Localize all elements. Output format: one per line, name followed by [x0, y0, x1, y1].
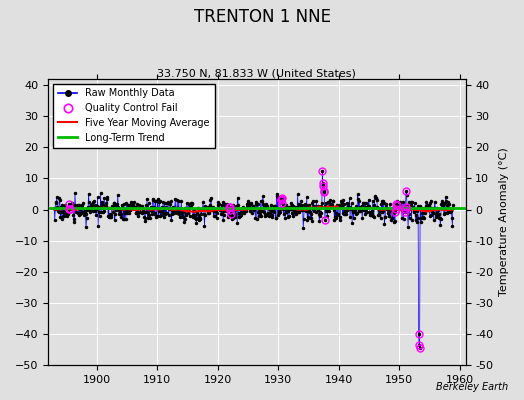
Text: Berkeley Earth: Berkeley Earth	[436, 382, 508, 392]
Title: 33.750 N, 81.833 W (United States): 33.750 N, 81.833 W (United States)	[158, 68, 356, 78]
Legend: Raw Monthly Data, Quality Control Fail, Five Year Moving Average, Long-Term Tren: Raw Monthly Data, Quality Control Fail, …	[53, 84, 214, 148]
Text: TRENTON 1 NNE: TRENTON 1 NNE	[193, 8, 331, 26]
Y-axis label: Temperature Anomaly (°C): Temperature Anomaly (°C)	[499, 148, 509, 296]
